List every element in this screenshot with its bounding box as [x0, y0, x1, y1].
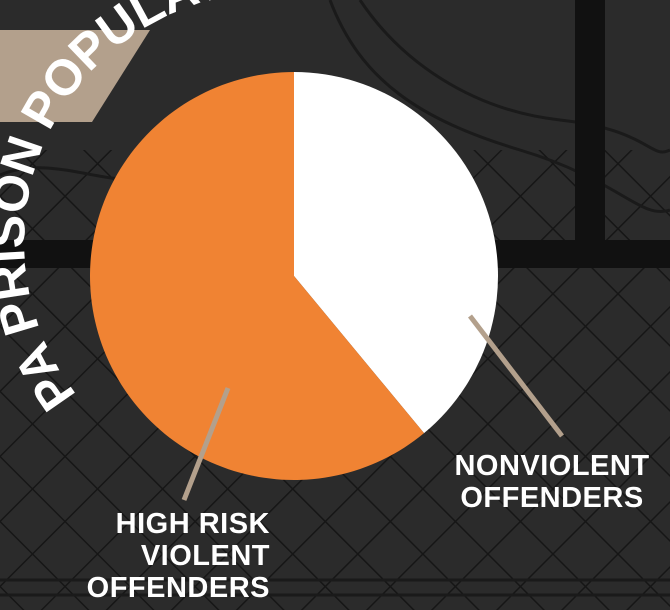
pie-chart [89, 72, 498, 480]
label-line: OFFENDERS [86, 572, 270, 604]
pie-slice-nonviolent-offenders [294, 72, 498, 434]
leader-line-high-risk-violent [181, 387, 231, 501]
label-line: NONVIOLENT [454, 450, 650, 482]
label-line: HIGH RISK [115, 508, 270, 540]
steel-bar-vertical [575, 0, 605, 260]
pie-slice-high-risk-violent-offenders [89, 72, 425, 480]
leader-line-nonviolent [468, 314, 564, 438]
label-line: VIOLENT [140, 540, 270, 572]
barbed-wire [0, 0, 670, 597]
leader-lines [181, 314, 564, 501]
accent-shape [0, 30, 150, 122]
label-line: OFFENDERS [460, 482, 644, 514]
label-nonviolent: NONVIOLENT OFFENDERS [438, 450, 666, 514]
label-high-risk-violent: HIGH RISK VIOLENT OFFENDERS [60, 508, 270, 604]
